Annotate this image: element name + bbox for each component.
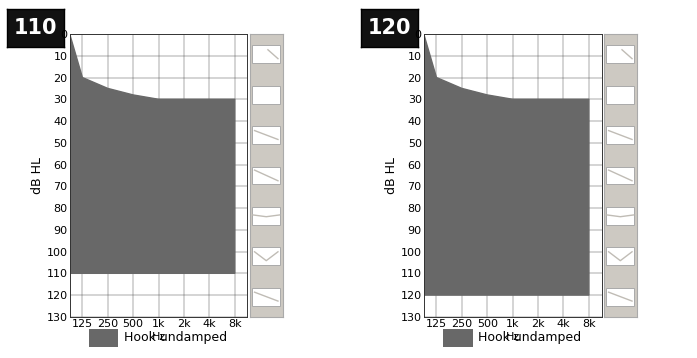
Bar: [252, 288, 280, 305]
Polygon shape: [424, 34, 589, 295]
Polygon shape: [70, 34, 235, 273]
Text: 120: 120: [368, 18, 411, 38]
Text: Hook undamped: Hook undamped: [478, 331, 581, 344]
Bar: [606, 126, 634, 144]
Bar: [606, 166, 634, 184]
Bar: [252, 45, 280, 63]
Bar: [252, 207, 280, 225]
Bar: [252, 86, 280, 103]
X-axis label: Hz: Hz: [151, 332, 166, 342]
Bar: [252, 166, 280, 184]
Bar: [252, 126, 280, 144]
X-axis label: Hz: Hz: [505, 332, 520, 342]
Bar: [606, 86, 634, 103]
Bar: [252, 247, 280, 265]
Bar: [606, 247, 634, 265]
Bar: [606, 288, 634, 305]
Text: Hook undamped: Hook undamped: [124, 331, 227, 344]
Text: 110: 110: [14, 18, 57, 38]
Y-axis label: dB HL: dB HL: [31, 157, 44, 194]
Bar: [606, 45, 634, 63]
Bar: [606, 207, 634, 225]
Y-axis label: dB HL: dB HL: [385, 157, 398, 194]
